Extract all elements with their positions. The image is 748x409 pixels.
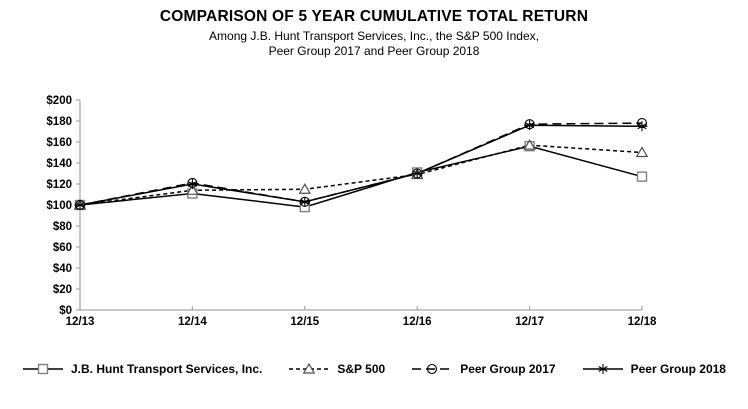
square-marker-swatch-icon	[23, 363, 63, 375]
chart-subtitle: Among J.B. Hunt Transport Services, Inc.…	[0, 29, 748, 59]
legend-label: Peer Group 2017	[460, 362, 556, 376]
x-axis-ticks	[79, 306, 643, 310]
chart-title: COMPARISON OF 5 YEAR CUMULATIVE TOTAL RE…	[159, 8, 589, 25]
series-markers-2	[73, 138, 649, 210]
title-block: COMPARISON OF 5 YEAR CUMULATIVE TOTAL RE…	[0, 8, 748, 59]
circle-marker-swatch-icon	[412, 363, 453, 375]
x-tick-label: 12/15	[290, 316, 319, 328]
y-axis-labels: $0 $20 $40 $60 $80 $100 $120 $140 $160 $180 $200	[46, 95, 72, 317]
x-tick-label: 12/16	[403, 316, 432, 328]
series-markers-1	[74, 140, 648, 213]
y-tick-label: $120	[46, 179, 72, 191]
x-tick-label: 12/18	[628, 316, 657, 328]
y-tick-label: $0	[59, 305, 72, 317]
series-line-3	[79, 122, 643, 206]
legend-label: S&P 500	[337, 362, 386, 376]
y-tick-label: $140	[46, 158, 72, 170]
star-marker-swatch-icon	[582, 364, 623, 374]
legend-label: J.B. Hunt Transport Services, Inc.	[71, 362, 263, 376]
y-tick-label: $100	[46, 200, 72, 212]
y-tick-label: $200	[46, 95, 72, 107]
series-markers-3	[74, 118, 648, 211]
y-tick-label: $60	[53, 242, 72, 254]
y-tick-label: $80	[53, 221, 72, 233]
x-tick-label: 12/17	[515, 316, 544, 328]
legend-item-s-p-500: S&P 500	[288, 362, 385, 376]
x-tick-label: 12/14	[178, 316, 207, 328]
series-line-2	[79, 144, 643, 206]
y-tick-label: $20	[53, 284, 72, 296]
y-tick-label: $40	[53, 263, 72, 275]
series-line-1	[79, 145, 643, 208]
legend-item-j-b-hunt-transport-services-inc: J.B. Hunt Transport Services, Inc.	[22, 362, 262, 376]
y-tick-label: $180	[46, 116, 72, 128]
legend-item-peer-group-2018: Peer Group 2018	[582, 362, 726, 376]
x-tick-label: 12/13	[66, 316, 95, 328]
legend-label: Peer Group 2018	[630, 362, 726, 376]
chart-legend: J.B. Hunt Transport Services, Inc. S&P 50…	[0, 362, 748, 376]
chart-subtitle-line2: Peer Group 2017 and Peer Group 2018	[268, 44, 480, 58]
axes	[79, 100, 642, 311]
series-markers-4	[74, 120, 648, 210]
series-line-4	[79, 124, 643, 206]
x-axis-labels: 12/13 12/14 12/15 12/16 12/17 12/18	[66, 316, 657, 328]
chart-subtitle-line1: Among J.B. Hunt Transport Services, Inc.…	[209, 29, 539, 43]
legend-item-peer-group-2017: Peer Group 2017	[411, 362, 556, 376]
triangle-marker-swatch-icon	[289, 362, 330, 374]
y-tick-label: $160	[46, 137, 72, 149]
